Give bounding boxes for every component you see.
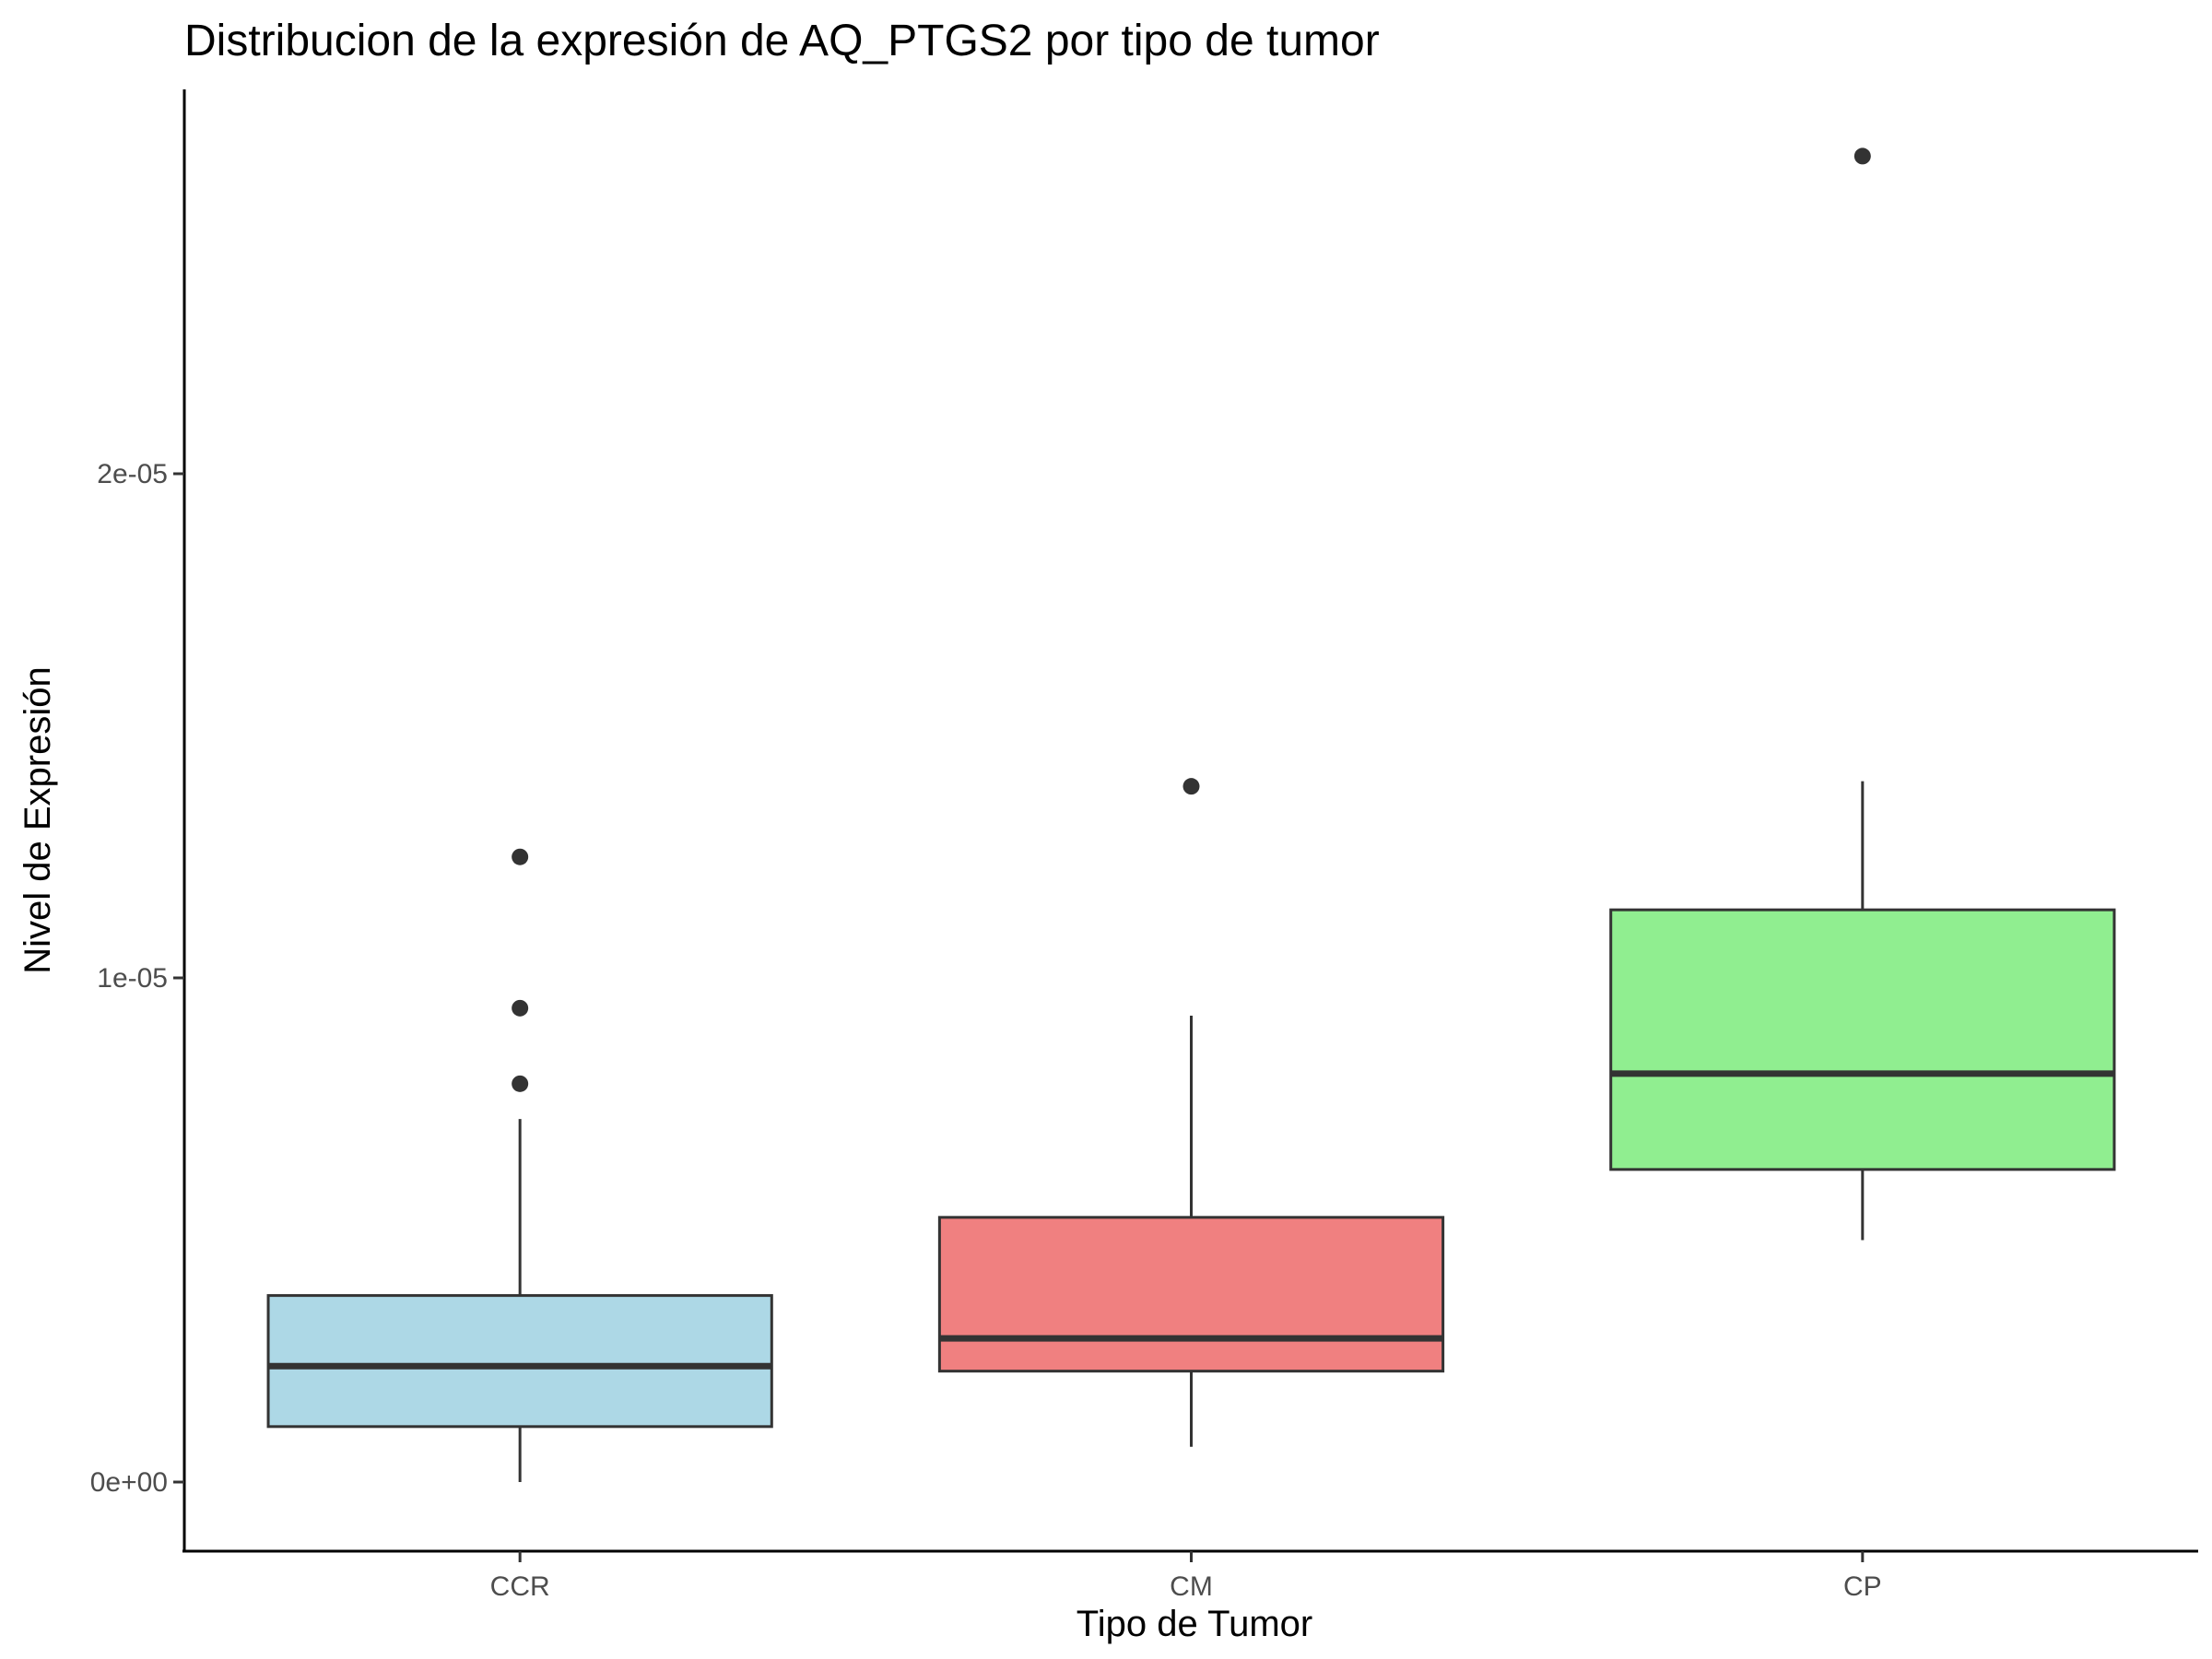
box-group-ccr [266, 848, 773, 1482]
outlier-point [512, 848, 529, 865]
boxes-layer [266, 147, 2116, 1482]
box-iqr [1609, 908, 2116, 1171]
box-group-cm [937, 778, 1445, 1447]
y-axis-ticks: 0e+00 1e-05 2e-05 [90, 459, 184, 1498]
x-axis-ticks: CCR CM CP [490, 1551, 1882, 1602]
box-iqr [937, 1216, 1445, 1373]
chart-title: Distribucion de la expresión de AQ_PTGS2… [184, 17, 1380, 65]
y-tick-label: 1e-05 [97, 963, 168, 994]
outlier-point [512, 1075, 529, 1092]
outlier-point [1853, 147, 1871, 165]
y-tick-label: 2e-05 [97, 459, 168, 489]
y-axis-title: Nivel de Expresión [18, 666, 58, 974]
x-axis-title: Tipo de Tumor [1077, 1604, 1312, 1644]
outlier-point [1182, 778, 1200, 795]
y-tick-label: 0e+00 [90, 1467, 168, 1498]
x-tick-label: CM [1170, 1571, 1213, 1602]
box-iqr [266, 1294, 773, 1429]
x-tick-label: CCR [490, 1571, 550, 1602]
box-group-cp [1609, 147, 2116, 1241]
outlier-point [512, 999, 529, 1017]
x-tick-label: CP [1843, 1571, 1882, 1602]
